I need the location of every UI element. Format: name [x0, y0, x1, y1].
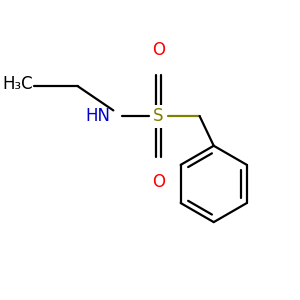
Text: HN: HN: [85, 107, 110, 125]
Text: H₃C: H₃C: [2, 74, 33, 92]
Text: S: S: [153, 107, 164, 125]
Text: O: O: [152, 172, 165, 190]
Text: O: O: [152, 41, 165, 59]
